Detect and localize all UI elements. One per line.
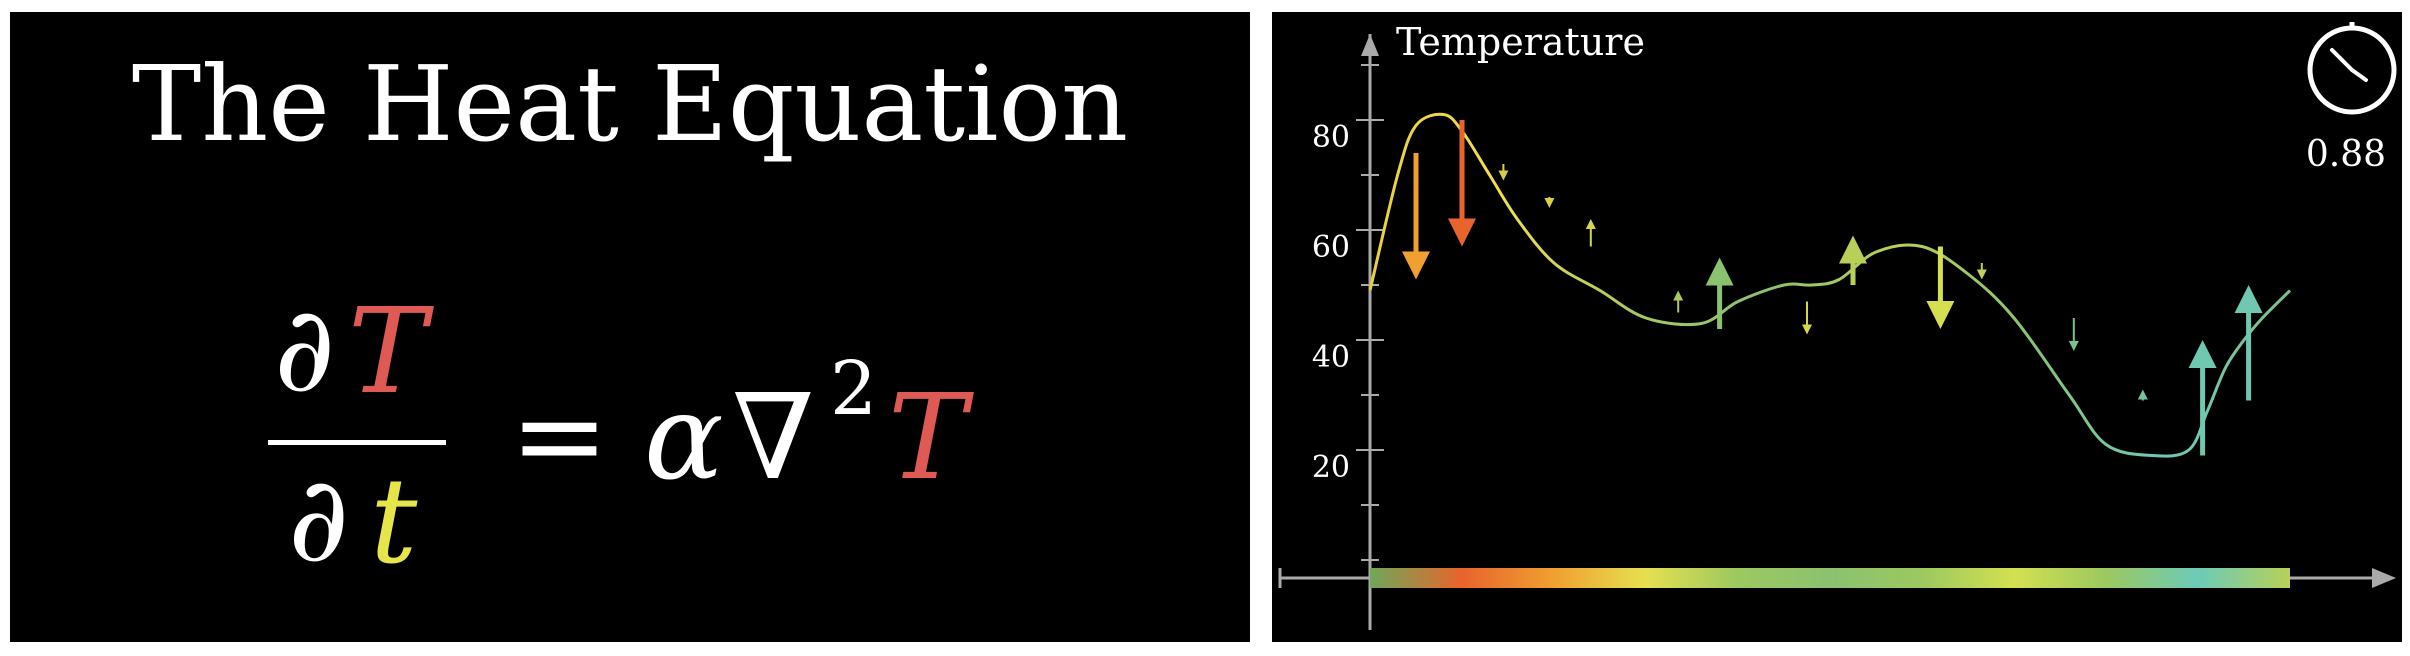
rhs-T: T <box>888 368 967 506</box>
heat-rod <box>1370 568 2290 588</box>
ytick-label: 40 <box>1311 340 1350 375</box>
ytick-label: 80 <box>1311 120 1350 155</box>
temperature-chart <box>1278 22 2397 630</box>
change-arrow <box>2068 318 2079 351</box>
change-arrow <box>2137 389 2148 401</box>
change-arrow <box>1448 120 1476 247</box>
denominator-t: t <box>370 452 418 590</box>
nabla-symbol: ∇ <box>732 368 815 506</box>
numerator-partial: ∂ <box>274 280 336 418</box>
change-arrow <box>1402 153 1430 280</box>
left-panel: The Heat Equation ∂ T ∂ t = α ∇ 2 T <box>10 12 1250 642</box>
change-arrow <box>1673 290 1684 313</box>
change-arrow <box>1926 246 1955 329</box>
equals-sign: = <box>510 366 609 504</box>
change-arrow <box>1839 235 1867 285</box>
y-axis-arrowhead-icon <box>1361 34 1379 56</box>
denominator-partial: ∂ <box>288 450 350 588</box>
change-arrow <box>1976 263 1987 280</box>
temperature-curve <box>1368 112 2292 458</box>
alpha-symbol: α <box>644 368 724 506</box>
clock-icon <box>2307 22 2397 115</box>
change-arrow <box>1705 257 1734 329</box>
title: The Heat Equation <box>131 43 1129 165</box>
change-arrows <box>1402 120 2263 456</box>
change-arrow <box>1544 197 1555 208</box>
numerator-T: T <box>348 282 427 420</box>
change-arrow <box>2234 285 2263 401</box>
fraction-bar <box>268 440 446 445</box>
change-arrow <box>1802 301 1812 335</box>
ytick-label: 60 <box>1311 230 1350 265</box>
ytick-label: 20 <box>1311 450 1350 485</box>
y-axis-label: Temperature <box>1396 20 1645 64</box>
change-arrow <box>2188 340 2217 456</box>
change-arrow <box>1585 219 1596 247</box>
clock-value: 0.88 <box>2305 134 2386 175</box>
exponent-2: 2 <box>830 346 878 432</box>
x-axis-arrowhead-icon <box>2372 568 2396 588</box>
right-panel: Temperature 80 60 40 20 0.88 <box>1272 12 2402 642</box>
heat-equation: ∂ T ∂ t = α ∇ 2 T <box>10 12 1250 642</box>
change-arrow <box>1498 164 1509 181</box>
axes <box>1278 34 2396 630</box>
